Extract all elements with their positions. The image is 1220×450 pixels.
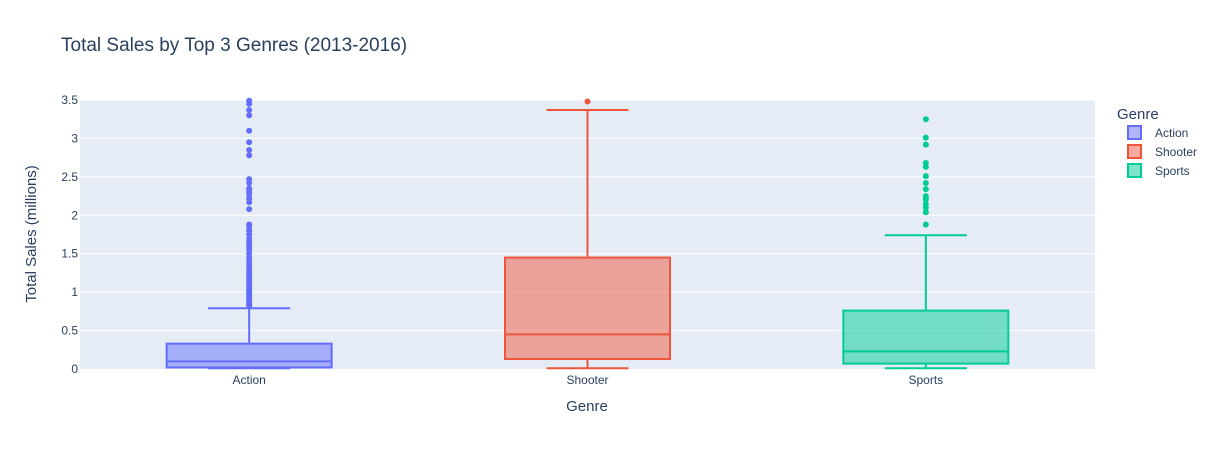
y-tick-label: 3.5 [61, 93, 78, 107]
x-tick-label: Shooter [566, 373, 608, 387]
outlier-point [246, 139, 253, 146]
box-iqr [842, 309, 1010, 365]
outlier-point [246, 112, 253, 119]
outlier-point [922, 134, 929, 141]
outlier-point [922, 116, 929, 123]
outlier-point [584, 98, 591, 105]
legend: Genre Action Shooter Sports [1117, 106, 1197, 178]
outlier-point [246, 185, 253, 192]
y-tick-label: 1.5 [61, 247, 78, 261]
outlier-point [922, 200, 929, 207]
outlier-point [246, 146, 253, 153]
y-tick-label: 0 [71, 362, 78, 376]
y-tick-label: 2 [71, 208, 78, 222]
y-tick-label: 3 [71, 131, 78, 145]
x-tick-label: Action [232, 373, 265, 387]
box-sports [842, 116, 1010, 370]
outlier-point [922, 141, 929, 148]
outlier-point [922, 193, 929, 200]
chart-title: Total Sales by Top 3 Genres (2013-2016) [61, 35, 407, 56]
legend-item-shooter[interactable]: Shooter [1127, 144, 1197, 159]
y-tick-label: 0.5 [61, 324, 78, 338]
box-action [165, 97, 333, 370]
outlier-point [246, 176, 253, 183]
legend-label: Sports [1155, 164, 1190, 178]
outlier-point [922, 160, 929, 167]
outlier-point [922, 221, 929, 228]
y-axis-title: Total Sales (millions) [23, 165, 40, 303]
x-axis-title: Genre [566, 398, 608, 415]
outlier-point [922, 180, 929, 187]
outlier-point [246, 221, 253, 228]
outlier-point [246, 106, 253, 113]
box-shooter [504, 98, 671, 370]
outlier-point [922, 173, 929, 180]
x-axis-ticks: Action Shooter Sports [232, 373, 943, 387]
y-axis-ticks: 0 0.5 1 1.5 2 2.5 3 3.5 [61, 93, 78, 376]
legend-item-action[interactable]: Action [1127, 125, 1188, 140]
outlier-point [246, 127, 253, 134]
y-tick-label: 1 [71, 285, 78, 299]
y-tick-label: 2.5 [61, 170, 78, 184]
legend-swatch [1127, 144, 1142, 159]
box-iqr [165, 342, 333, 369]
legend-label: Action [1155, 126, 1188, 140]
outlier-point [922, 209, 929, 216]
legend-label: Shooter [1155, 145, 1197, 159]
outlier-point [246, 206, 253, 213]
outlier-point [922, 186, 929, 193]
outlier-point [246, 152, 253, 159]
legend-item-sports[interactable]: Sports [1127, 163, 1190, 178]
box-iqr [504, 256, 671, 361]
outlier-point [246, 97, 253, 104]
x-tick-label: Sports [908, 373, 943, 387]
legend-title: Genre [1117, 106, 1159, 123]
box-traces [165, 97, 1010, 370]
legend-swatch [1127, 163, 1142, 178]
legend-swatch [1127, 125, 1142, 140]
